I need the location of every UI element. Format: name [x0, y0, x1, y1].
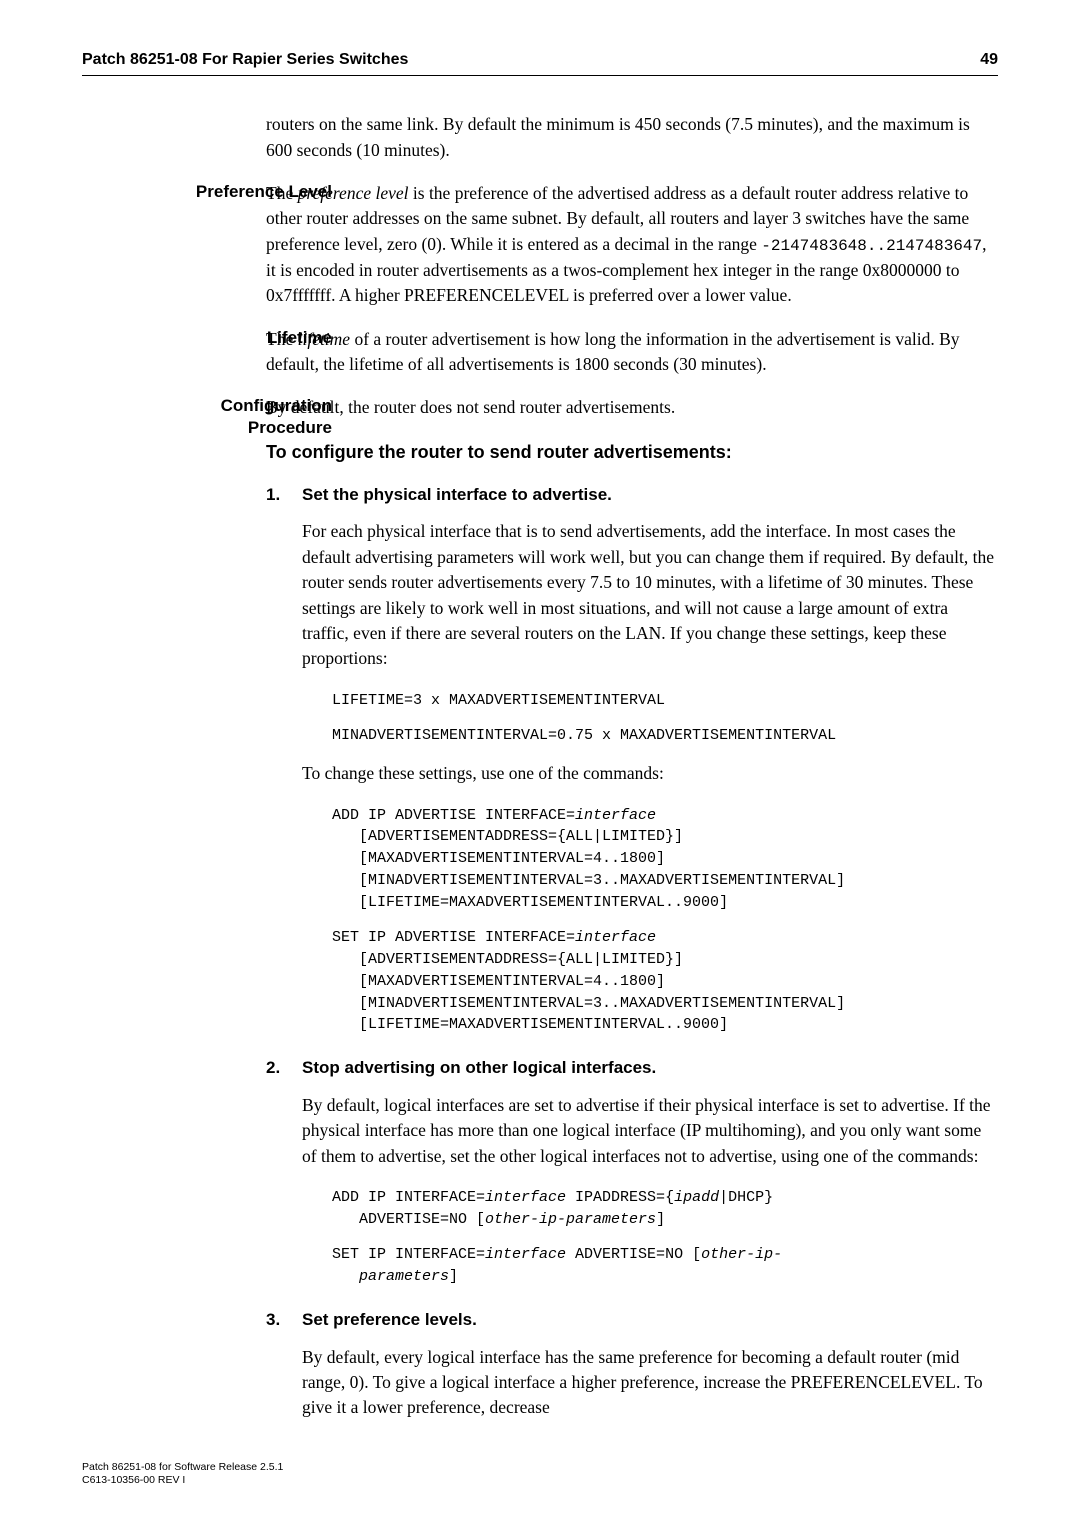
- text: of a router advertisement is how long th…: [266, 329, 960, 374]
- page: Patch 86251-08 For Rapier Series Switche…: [0, 0, 1080, 1536]
- label-lifetime: Lifetime: [164, 327, 332, 349]
- step-1-para-2: To change these settings, use one of the…: [302, 761, 998, 786]
- config-heading: To configure the router to send router a…: [266, 439, 998, 465]
- header-title: Patch 86251-08 For Rapier Series Switche…: [82, 48, 408, 71]
- header-page-number: 49: [980, 48, 998, 71]
- intro-paragraph: routers on the same link. By default the…: [266, 112, 998, 163]
- step-2-code-2: SET IP INTERFACE=interface ADVERTISE=NO …: [332, 1244, 998, 1288]
- step-3: Set preference levels. By default, every…: [266, 1308, 998, 1421]
- page-footer: Patch 86251-08 for Software Release 2.5.…: [82, 1461, 998, 1488]
- main-content: routers on the same link. By default the…: [266, 112, 998, 163]
- step-2-para-1: By default, logical interfaces are set t…: [302, 1093, 998, 1169]
- code-text: SET IP INTERFACE=interface ADVERTISE=NO …: [332, 1246, 782, 1285]
- config-intro: By default, the router does not send rou…: [266, 395, 998, 420]
- code-range: -2147483648..2147483647: [761, 237, 982, 255]
- section-configuration: Configuration Procedure By default, the …: [82, 395, 998, 1420]
- footer-line-1: Patch 86251-08 for Software Release 2.5.…: [82, 1461, 998, 1475]
- step-1-code-3: ADD IP ADVERTISE INTERFACE=interface [AD…: [332, 805, 998, 914]
- step-1-code-4: SET IP ADVERTISE INTERFACE=interface [AD…: [332, 927, 998, 1036]
- code-text: ADD IP INTERFACE=interface IPADDRESS={ip…: [332, 1189, 773, 1228]
- preference-paragraph: The preference level is the preference o…: [266, 181, 998, 309]
- label-preference-level: Preference Level: [164, 181, 332, 203]
- step-1-para-1: For each physical interface that is to s…: [302, 519, 998, 671]
- lifetime-paragraph: The lifetime of a router advertisement i…: [266, 327, 998, 378]
- code-text: SET IP ADVERTISE INTERFACE=interface [AD…: [332, 929, 845, 1033]
- step-1-code-1: LIFETIME=3 x MAXADVERTISEMENTINTERVAL: [332, 690, 998, 712]
- step-1-code-2: MINADVERTISEMENTINTERVAL=0.75 x MAXADVER…: [332, 725, 998, 747]
- steps-list: Set the physical interface to advertise.…: [266, 483, 998, 1421]
- step-2-title: Stop advertising on other logical interf…: [302, 1056, 998, 1081]
- step-3-title: Set preference levels.: [302, 1308, 998, 1333]
- footer-line-2: C613-10356-00 REV I: [82, 1474, 998, 1488]
- step-2: Stop advertising on other logical interf…: [266, 1056, 998, 1288]
- label-configuration-procedure: Configuration Procedure: [164, 395, 332, 439]
- step-1-title: Set the physical interface to advertise.: [302, 483, 998, 508]
- code-text: ADD IP ADVERTISE INTERFACE=interface [AD…: [332, 807, 845, 911]
- section-preference-level: Preference Level The preference level is…: [82, 181, 998, 309]
- page-header: Patch 86251-08 For Rapier Series Switche…: [82, 48, 998, 76]
- step-1: Set the physical interface to advertise.…: [266, 483, 998, 1036]
- step-3-para-1: By default, every logical interface has …: [302, 1345, 998, 1421]
- section-lifetime: Lifetime The lifetime of a router advert…: [82, 327, 998, 378]
- step-2-code-1: ADD IP INTERFACE=interface IPADDRESS={ip…: [332, 1187, 998, 1231]
